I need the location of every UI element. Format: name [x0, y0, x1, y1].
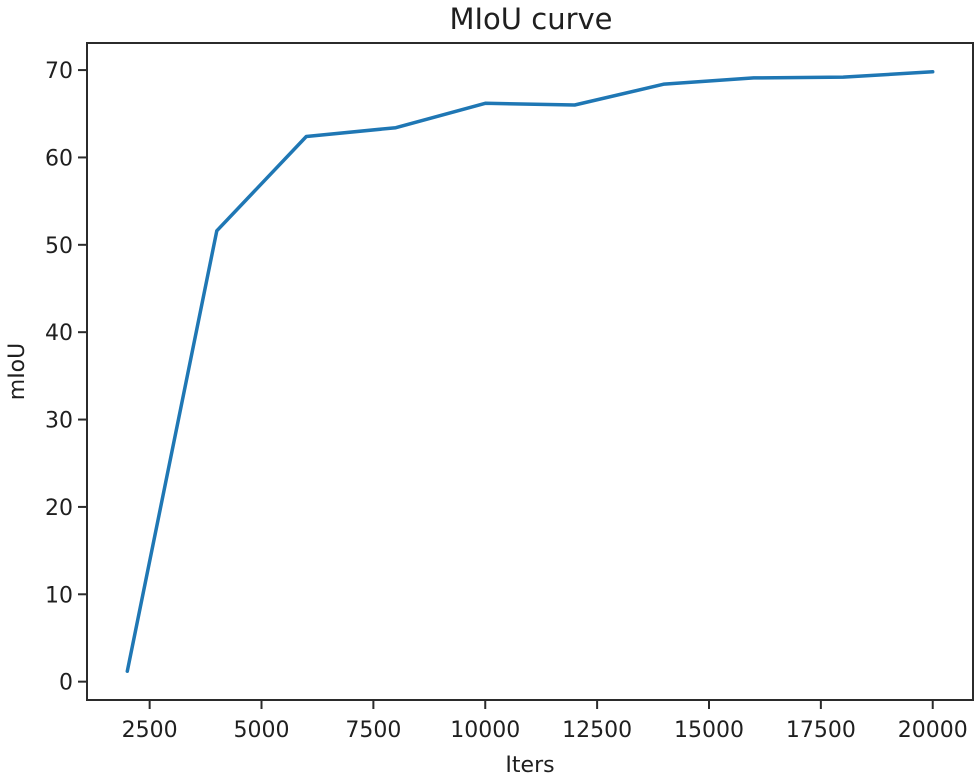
y-tick-label: 60 [45, 146, 73, 171]
miou-line [125, 70, 935, 673]
y-tick-label: 70 [45, 59, 73, 84]
y-tick-label: 40 [45, 321, 73, 346]
y-tick-label: 10 [45, 583, 73, 608]
x-tick-label: 5000 [234, 718, 290, 743]
x-tick-label: 10000 [450, 718, 520, 743]
y-tick-label: 0 [59, 671, 73, 696]
chart-title: MIoU curve [449, 2, 612, 36]
x-tick-label: 2500 [122, 718, 178, 743]
x-axis-label: Iters [505, 753, 554, 778]
y-tick-label: 30 [45, 409, 73, 434]
x-tick-label: 17500 [786, 718, 856, 743]
x-tick-label: 7500 [345, 718, 401, 743]
plot-border [86, 42, 974, 701]
x-tick-label: 15000 [674, 718, 744, 743]
y-tick-label: 50 [45, 234, 73, 259]
plot-area: 2500 5000 7500 10000 12500 15000 17500 20000 0 10… [45, 42, 974, 743]
y-tick-label: 20 [45, 496, 73, 521]
x-tick-label: 12500 [562, 718, 632, 743]
y-axis-label: mIoU [5, 343, 30, 400]
x-tick-label: 20000 [898, 718, 968, 743]
